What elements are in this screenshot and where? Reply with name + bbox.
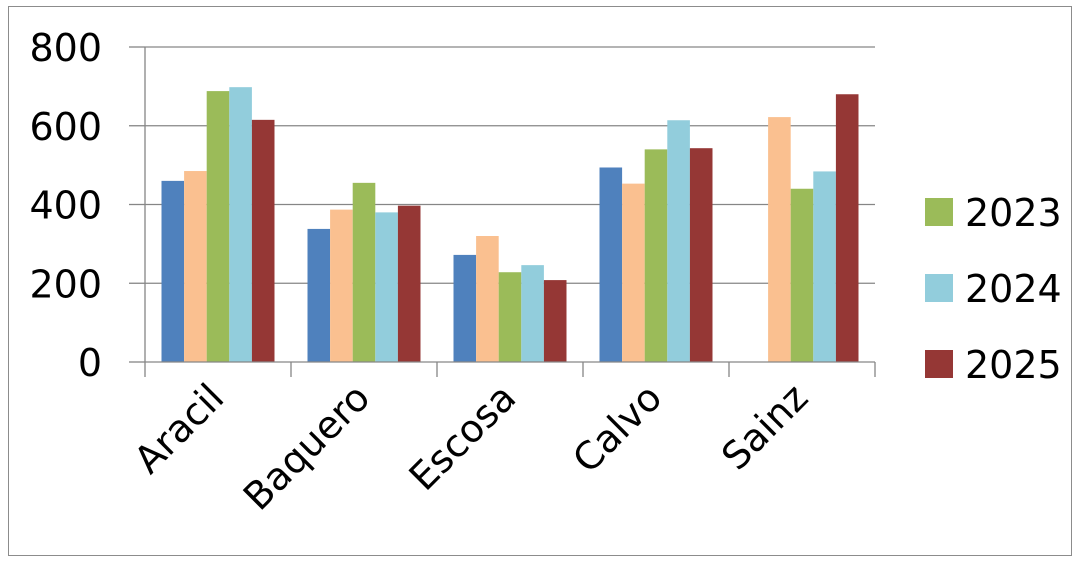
- bars: [161, 87, 859, 363]
- bar: [599, 167, 623, 362]
- bar: [307, 228, 331, 362]
- bar: [476, 236, 499, 362]
- legend-label: 2023: [965, 191, 1062, 235]
- bar: [375, 212, 398, 362]
- bar: [206, 91, 230, 362]
- legend-label: 2024: [965, 267, 1062, 311]
- y-tick-label: 800: [29, 26, 102, 70]
- legend-swatch: [925, 350, 953, 378]
- bar: [790, 188, 814, 362]
- bar: [453, 254, 477, 362]
- y-tick-label: 400: [29, 184, 102, 228]
- x-tick-label: Baquero: [235, 375, 379, 519]
- bar: [835, 94, 859, 362]
- y-tick-labels: 0 200 400 600 800: [29, 26, 102, 385]
- bar: [330, 209, 353, 362]
- x-tick-labels: Aracil Baquero Escosa Calvo Sainz: [126, 375, 817, 519]
- y-tick-label: 200: [29, 262, 102, 306]
- x-tick-label: Escosa: [401, 375, 525, 499]
- legend-swatch: [925, 198, 953, 226]
- bar: [251, 119, 275, 362]
- x-tick-label: Sainz: [713, 375, 816, 478]
- bar: [498, 272, 522, 362]
- axes: [129, 46, 876, 377]
- bar: [622, 183, 645, 362]
- legend-swatch: [925, 274, 953, 302]
- legend: 2023 2024 2025: [925, 191, 1062, 387]
- bar: [352, 182, 376, 362]
- bar: [521, 265, 544, 362]
- x-tick-label: Aracil: [126, 375, 233, 482]
- legend-label: 2025: [965, 343, 1062, 387]
- bar: [543, 280, 567, 362]
- y-tick-label: 600: [29, 105, 102, 149]
- bar: [184, 171, 207, 362]
- y-tick-label: 0: [78, 341, 102, 385]
- bar: [644, 149, 668, 362]
- bar: [161, 180, 185, 362]
- bar: [768, 117, 791, 363]
- bar: [689, 148, 713, 362]
- bar: [397, 205, 421, 362]
- bar: [667, 120, 690, 362]
- bar: [813, 171, 836, 362]
- bar: [229, 87, 252, 362]
- x-tick-label: Calvo: [564, 375, 670, 481]
